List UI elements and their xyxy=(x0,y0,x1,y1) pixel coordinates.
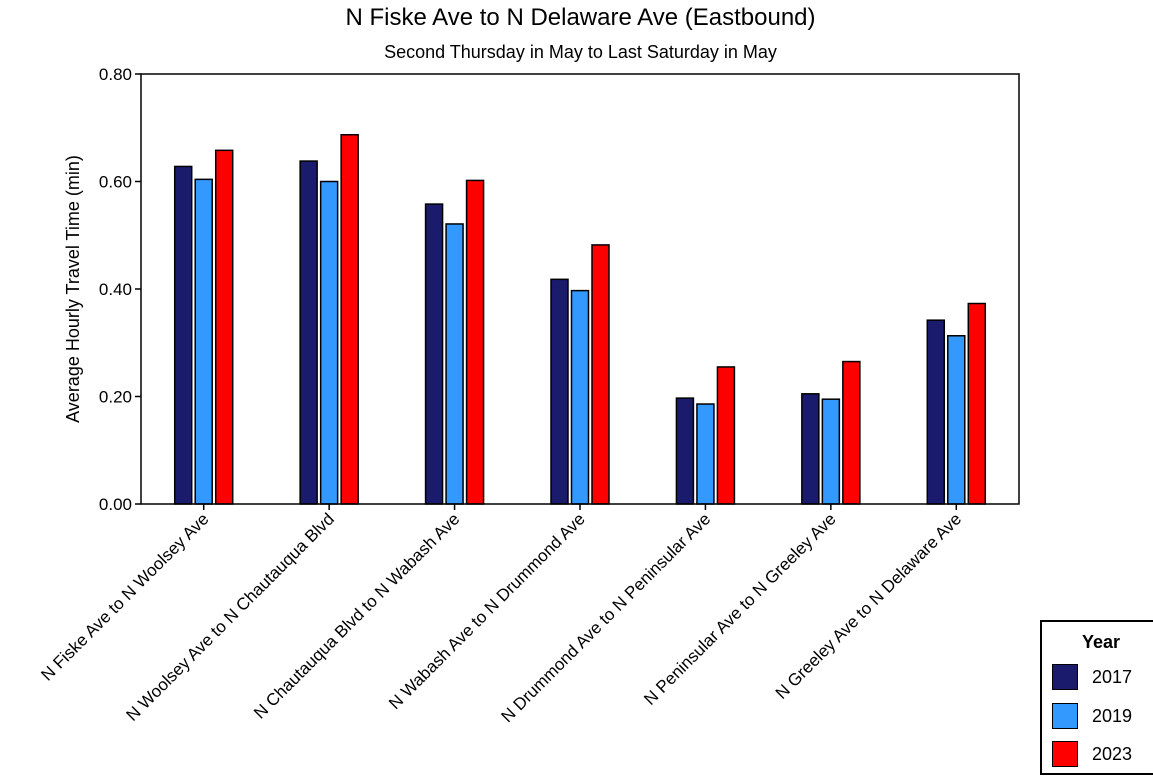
legend-label-2023: 2023 xyxy=(1092,744,1133,764)
legend-swatch-2019 xyxy=(1052,703,1078,729)
y-tick-label: 0.40 xyxy=(99,280,132,299)
bar-2017-n-wabash-ave-to-n-drummond-ave xyxy=(550,278,569,505)
bar-2017-n-fiske-ave-to-n-woolsey-ave xyxy=(173,165,193,505)
chart-subtitle: Second Thursday in May to Last Saturday … xyxy=(384,42,777,62)
bar-2023-n-chautauqua-blvd-to-n-wabash-ave xyxy=(465,179,485,505)
bar-2019-n-chautauqua-blvd-to-n-wabash-ave xyxy=(445,223,464,505)
x-tick-label: N Chautauqua Blvd to N Wabash Ave xyxy=(250,509,463,722)
bar-2017-n-chautauqua-blvd-to-n-wabash-ave xyxy=(424,203,444,505)
bar-2023-n-peninsular-ave-to-n-greeley-ave xyxy=(842,360,861,505)
bar-2023-n-fiske-ave-to-n-woolsey-ave xyxy=(214,149,234,505)
y-tick-label: 0.00 xyxy=(99,495,132,514)
legend-swatch-2017 xyxy=(1052,664,1078,690)
bar-2017-n-drummond-ave-to-n-peninsular-ave xyxy=(675,397,695,505)
y-axis: 0.00 0.20 0.40 0.60 0.80 xyxy=(99,65,141,514)
bars-layer xyxy=(173,133,987,505)
legend: Year 2017 2019 2023 xyxy=(1040,620,1153,775)
legend-label-2019: 2019 xyxy=(1092,706,1133,726)
y-tick-label: 0.80 xyxy=(99,65,132,84)
bar-2017-n-woolsey-ave-to-n-chautauqua-blvd xyxy=(299,160,318,505)
bar-2023-n-greeley-ave-to-n-delaware-ave xyxy=(967,302,987,505)
bar-2017-n-greeley-ave-to-n-delaware-ave xyxy=(926,319,946,505)
legend-label-2017: 2017 xyxy=(1092,667,1133,687)
bar-2023-n-wabash-ave-to-n-drummond-ave xyxy=(591,244,610,505)
bar-2023-n-woolsey-ave-to-n-chautauqua-blvd xyxy=(340,133,359,505)
bar-2019-n-drummond-ave-to-n-peninsular-ave xyxy=(696,403,715,505)
y-tick-label: 0.60 xyxy=(99,173,132,192)
x-tick-label: N Woolsey Ave to N Chautauqua Blvd xyxy=(123,509,338,724)
bar-2019-n-woolsey-ave-to-n-chautauqua-blvd xyxy=(319,180,339,505)
legend-title: Year xyxy=(1081,632,1121,652)
x-tick-label: N Wabash Ave to N Drummond Ave xyxy=(385,509,589,713)
y-tick-label: 0.20 xyxy=(99,388,132,407)
x-tick-label: N Drummond Ave to N Peninsular Ave xyxy=(497,509,714,726)
bar-2019-n-fiske-ave-to-n-woolsey-ave xyxy=(194,178,213,505)
bar-2023-n-drummond-ave-to-n-peninsular-ave xyxy=(716,366,736,505)
y-axis-label: Average Hourly Travel Time (min) xyxy=(63,155,83,423)
chart-title: N Fiske Ave to N Delaware Ave (Eastbound… xyxy=(345,4,816,31)
bar-2019-n-greeley-ave-to-n-delaware-ave xyxy=(947,335,966,505)
legend-swatch-2023 xyxy=(1052,741,1078,767)
bar-2019-n-peninsular-ave-to-n-greeley-ave xyxy=(821,398,841,505)
bar-2017-n-peninsular-ave-to-n-greeley-ave xyxy=(801,393,820,505)
bar-2019-n-wabash-ave-to-n-drummond-ave xyxy=(570,289,590,505)
